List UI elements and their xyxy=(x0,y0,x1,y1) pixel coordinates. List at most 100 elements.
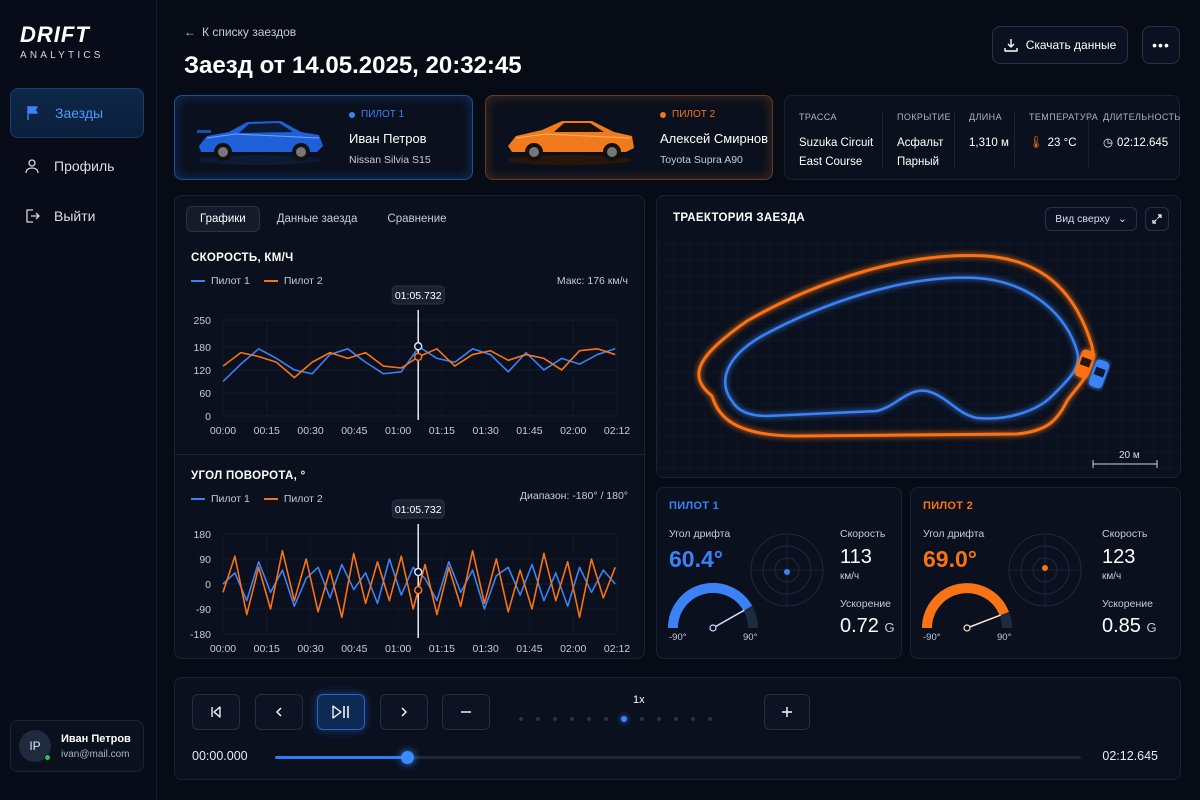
speed-chart[interactable]: 0 60 120 180 250 00:00 00:15 00:30 00:45 01:00 01:… xyxy=(175,278,646,448)
speed-step-dot[interactable] xyxy=(621,716,627,722)
nav-item-label: Заезды xyxy=(55,105,104,121)
nav-item-label: Профиль xyxy=(54,158,115,174)
plus-icon xyxy=(782,707,792,717)
drift-angle-value: 60.4° xyxy=(669,546,723,572)
speed-step-dot[interactable] xyxy=(553,717,557,721)
pilot-name: Иван Петров xyxy=(349,131,427,146)
temperature-row: 🌡 23 °C xyxy=(1029,134,1088,153)
nav-item-label: Выйти xyxy=(54,208,96,224)
x-tick-label: 00:30 xyxy=(297,643,323,655)
nav-item-logout[interactable]: Выйти xyxy=(10,191,144,241)
speed-unit: км/ч xyxy=(1102,571,1122,582)
y-tick-label: -180 xyxy=(190,629,211,641)
telemetry-title: ПИЛОТ 2 xyxy=(923,500,974,512)
speed-step-dot[interactable] xyxy=(570,717,574,721)
scale-label: 20 м xyxy=(1119,450,1140,461)
cursor-time-label: 01:05.732 xyxy=(395,290,442,302)
minus-icon xyxy=(461,711,471,713)
speed-step-dot[interactable] xyxy=(708,717,712,721)
step-back-button[interactable] xyxy=(255,694,303,730)
view-select[interactable]: Вид сверху ⌄ xyxy=(1045,207,1137,231)
map-grid xyxy=(657,240,1180,477)
accel-unit: G xyxy=(884,620,895,635)
x-tick-label: 01:30 xyxy=(473,425,499,437)
logo-subtitle: ANALYTICS xyxy=(20,50,104,61)
trajectory-card: ТРАЕКТОРИЯ ЗАЕЗДА Вид сверху ⌄ 20 м xyxy=(656,195,1181,478)
back-link[interactable]: ← К списку заездов xyxy=(184,25,296,39)
playback-speed-label: 1x xyxy=(633,694,645,706)
duration-column: ДЛИТЕЛЬНОСТЬ ◷ 02:12.645 xyxy=(1089,112,1180,168)
surface-value: Асфальт Парный xyxy=(897,137,944,168)
angle-chart-title: УГОЛ ПОВОРОТА, ° xyxy=(191,470,306,482)
nav-item-runs[interactable]: Заезды xyxy=(10,88,144,138)
user-card[interactable]: IP Иван Петров ivan@mail.com xyxy=(10,720,144,772)
trajectory-map[interactable] xyxy=(657,196,1181,478)
legend-item: Пилот 2 xyxy=(263,275,323,287)
x-tick-label: 02:00 xyxy=(560,643,586,655)
back-link-label: К списку заездов xyxy=(202,25,297,39)
logo[interactable]: DRIFT ANALYTICS xyxy=(20,22,104,62)
speed-step-dot[interactable] xyxy=(604,717,608,721)
angle-chart[interactable]: 180 90 0 -90 -180 00:00 00:15 00:30 00:45 01:00 01… xyxy=(175,496,646,656)
angle-chart-legend: Пилот 1 Пилот 2 xyxy=(191,493,323,505)
chart-tabs: Графики Данные заезда Сравнение xyxy=(186,206,460,232)
cursor-point xyxy=(413,352,423,362)
car-orange-image xyxy=(508,120,634,165)
online-status-dot xyxy=(44,754,51,761)
tab-run-data[interactable]: Данные заезда xyxy=(276,213,358,225)
track-info-card: ТРАССА Suzuka Circuit East Course ПОКРЫТ… xyxy=(784,95,1180,180)
page-title: Заезд от 14.05.2025, 20:32:45 xyxy=(184,52,522,79)
nav-item-profile[interactable]: Профиль xyxy=(10,141,144,191)
expand-button[interactable] xyxy=(1145,207,1169,231)
pilot-tag-label: ПИЛОТ 2 xyxy=(672,109,716,120)
speed-step-dot[interactable] xyxy=(691,717,695,721)
length-column: ДЛИНА 1,310 м xyxy=(955,112,1015,168)
download-button-label: Скачать данные xyxy=(1025,38,1117,52)
x-tick-label: 02:12 xyxy=(604,425,630,437)
skip-start-button[interactable] xyxy=(192,694,240,730)
logout-icon xyxy=(26,209,40,223)
timeline-handle[interactable] xyxy=(401,751,415,764)
timeline-scrubber[interactable] xyxy=(275,751,1081,764)
chevron-right-icon xyxy=(401,707,407,717)
telemetry-card-2: ПИЛОТ 2 Угол дрифта 69.0° -90° 90° Скоро… xyxy=(910,487,1181,659)
pilot-tag-label: ПИЛОТ 1 xyxy=(361,109,405,120)
more-options-button[interactable]: ••• xyxy=(1142,26,1180,64)
speed-value: 113 xyxy=(840,546,872,568)
speed-step-dot[interactable] xyxy=(519,717,523,721)
download-button[interactable]: Скачать данные xyxy=(992,26,1128,64)
x-tick-label: 01:45 xyxy=(516,643,542,655)
speed-increase-button[interactable] xyxy=(764,694,810,730)
pilot-card-2[interactable]: ПИЛОТ 2 Алексей Смирнов Toyota Supra A90 xyxy=(485,95,773,180)
tab-comparison[interactable]: Сравнение xyxy=(387,213,447,225)
telemetry-card-1: ПИЛОТ 1 Угол дрифта 60.4° -90° 90° Скоро… xyxy=(656,487,902,659)
scale-bar xyxy=(1092,460,1158,468)
avatar-initials: IP xyxy=(29,739,41,753)
playback-speed-scale[interactable] xyxy=(519,716,712,722)
speed-step-dot[interactable] xyxy=(536,717,540,721)
x-tick-label: 01:00 xyxy=(385,643,411,655)
sidebar: DRIFT ANALYTICS Заезды Профиль Выйти IP … xyxy=(0,0,157,800)
tab-charts[interactable]: Графики xyxy=(186,206,260,232)
logo-title: DRIFT xyxy=(20,22,90,47)
telemetry-title: ПИЛОТ 1 xyxy=(669,500,720,512)
arrow-left-icon: ← xyxy=(184,25,196,39)
temperature-label: ТЕМПЕРАТУРА xyxy=(1029,112,1099,122)
track-label: ТРАССА xyxy=(799,112,837,122)
speed-step-dot[interactable] xyxy=(640,717,644,721)
speed-step-dot[interactable] xyxy=(674,717,678,721)
speed-step-dot[interactable] xyxy=(587,717,591,721)
temperature-value: 23 °C xyxy=(1047,137,1077,149)
speed-step-dot[interactable] xyxy=(657,717,661,721)
y-tick-label: 180 xyxy=(193,529,211,541)
duration-row: ◷ 02:12.645 xyxy=(1103,134,1177,153)
x-tick-label: 00:15 xyxy=(254,425,280,437)
pilot-car: Toyota Supra A90 xyxy=(660,154,743,166)
accel-value: 0.85 xyxy=(1102,615,1141,637)
step-forward-button[interactable] xyxy=(380,694,428,730)
play-pause-button[interactable] xyxy=(317,694,365,730)
accel-label: Ускорение xyxy=(1102,598,1153,610)
pilot-card-1[interactable]: ПИЛОТ 1 Иван Петров Nissan Silvia S15 xyxy=(174,95,473,180)
speed-decrease-button[interactable] xyxy=(442,694,490,730)
cursor-point xyxy=(413,585,423,595)
